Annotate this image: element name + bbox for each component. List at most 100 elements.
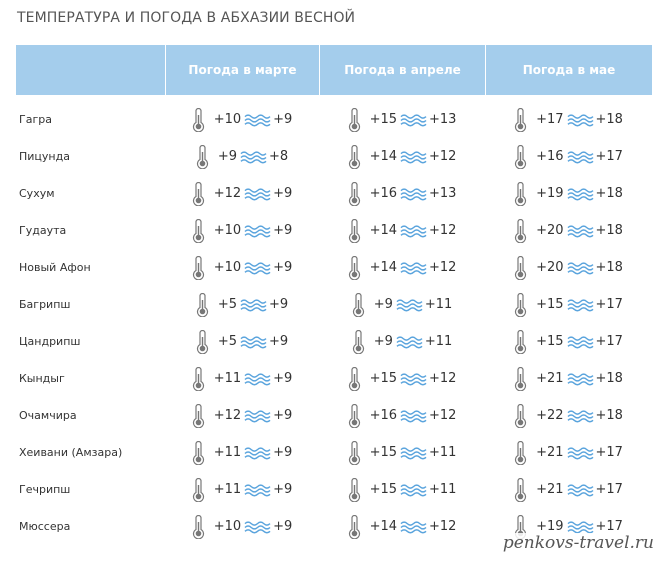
thermometer-icon xyxy=(348,107,361,132)
air-temperature: +12 xyxy=(213,408,242,423)
water-waves-icon xyxy=(244,261,271,275)
water-waves-icon xyxy=(400,113,427,127)
thermometer-icon xyxy=(348,181,361,206)
table-header: Погода в марте Погода в апреле Погода в … xyxy=(16,45,652,95)
sea-temperature: +9 xyxy=(273,112,293,127)
sea-temperature: +8 xyxy=(269,149,289,164)
thermometer-icon xyxy=(514,292,527,317)
air-temperature: +11 xyxy=(213,445,242,460)
air-temperature: +15 xyxy=(536,297,564,312)
sea-temperature: +9 xyxy=(273,445,293,460)
water-waves-icon xyxy=(244,483,271,497)
table-row: Хеивани (Амзара) +11 +9 +15 +11 +21 +17 xyxy=(16,434,652,471)
cell-may: +21 +17 xyxy=(485,477,652,502)
thermometer-icon xyxy=(348,255,361,280)
cell-march: +11 +9 xyxy=(165,366,319,391)
water-waves-icon xyxy=(566,150,594,164)
thermometer-icon xyxy=(514,181,527,206)
thermometer-icon xyxy=(192,181,205,206)
water-waves-icon xyxy=(400,187,427,201)
sea-temperature: +17 xyxy=(595,149,623,164)
city-name: Хеивани (Амзара) xyxy=(19,446,123,459)
water-waves-icon xyxy=(400,261,427,275)
water-waves-icon xyxy=(400,446,427,460)
thermometer-icon xyxy=(196,144,209,169)
sea-temperature: +11 xyxy=(424,334,453,349)
air-temperature: +21 xyxy=(536,482,564,497)
thermometer-icon xyxy=(514,477,527,502)
city-name: Сухум xyxy=(19,187,55,200)
water-waves-icon xyxy=(566,483,594,497)
air-temperature: +11 xyxy=(213,371,242,386)
cell-april: +15 +13 xyxy=(319,107,485,132)
cell-march: +10 +9 xyxy=(165,255,319,280)
air-temperature: +14 xyxy=(369,149,397,164)
header-city xyxy=(16,45,165,95)
city-name: Гудаута xyxy=(19,224,67,237)
table-row: Очамчира +12 +9 +16 +12 +22 +18 xyxy=(16,397,652,434)
sea-temperature: +9 xyxy=(273,408,293,423)
table-row: Новый Афон +10 +9 +14 +12 +20 +18 xyxy=(16,249,652,286)
air-temperature: +9 xyxy=(373,297,393,312)
water-waves-icon xyxy=(566,224,594,238)
water-waves-icon xyxy=(244,187,271,201)
air-temperature: +16 xyxy=(536,149,564,164)
table-row: Багрипш +5 +9 +9 +11 +15 +17 xyxy=(16,286,652,323)
air-temperature: +11 xyxy=(213,482,242,497)
cell-april: +15 +12 xyxy=(319,366,485,391)
thermometer-icon xyxy=(192,218,205,243)
cell-may: +20 +18 xyxy=(485,255,652,280)
cell-march: +10 +9 xyxy=(165,514,319,539)
city-name: Пицунда xyxy=(19,150,70,163)
cell-april: +15 +11 xyxy=(319,477,485,502)
thermometer-icon xyxy=(348,440,361,465)
cell-april: +14 +12 xyxy=(319,255,485,280)
air-temperature: +20 xyxy=(536,260,564,275)
thermometer-icon xyxy=(192,255,205,280)
cell-april: +14 +12 xyxy=(319,218,485,243)
sea-temperature: +17 xyxy=(595,519,623,534)
cell-may: +22 +18 xyxy=(485,403,652,428)
sea-temperature: +13 xyxy=(429,186,457,201)
table-row: Кындыг +11 +9 +15 +12 +21 +18 xyxy=(16,360,652,397)
cell-march: +9 +8 xyxy=(165,144,319,169)
cell-may: +19 +18 xyxy=(485,181,652,206)
thermometer-icon xyxy=(352,292,365,317)
air-temperature: +14 xyxy=(369,519,397,534)
table-row: Мюссера +10 +9 +14 +12 +19 +17 xyxy=(16,508,652,545)
thermometer-icon xyxy=(196,329,209,354)
sea-temperature: +17 xyxy=(595,482,623,497)
air-temperature: +17 xyxy=(536,112,564,127)
water-waves-icon xyxy=(240,298,267,312)
cell-april: +14 +12 xyxy=(319,514,485,539)
cell-may: +21 +17 xyxy=(485,440,652,465)
air-temperature: +21 xyxy=(536,371,564,386)
cell-april: +16 +13 xyxy=(319,181,485,206)
sea-temperature: +12 xyxy=(429,408,457,423)
header-may: Погода в мае xyxy=(485,45,652,95)
cell-may: +20 +18 xyxy=(485,218,652,243)
thermometer-icon xyxy=(514,107,527,132)
water-waves-icon xyxy=(566,261,594,275)
water-waves-icon xyxy=(566,113,594,127)
table-row: Сухум +12 +9 +16 +13 +19 +18 xyxy=(16,175,652,212)
water-waves-icon xyxy=(240,150,267,164)
sea-temperature: +11 xyxy=(429,482,457,497)
thermometer-icon xyxy=(514,218,527,243)
city-name: Гечрипш xyxy=(19,483,71,496)
thermometer-icon xyxy=(348,366,361,391)
water-waves-icon xyxy=(566,520,594,534)
table-row: Цандрипш +5 +9 +9 +11 +15 +17 xyxy=(16,323,652,360)
city-name: Багрипш xyxy=(19,298,71,311)
water-waves-icon xyxy=(244,113,271,127)
thermometer-icon xyxy=(514,144,527,169)
water-waves-icon xyxy=(244,224,271,238)
water-waves-icon xyxy=(400,409,427,423)
water-waves-icon xyxy=(400,372,427,386)
air-temperature: +20 xyxy=(536,223,564,238)
thermometer-icon xyxy=(348,144,361,169)
cell-april: +15 +11 xyxy=(319,440,485,465)
cell-may: +16 +17 xyxy=(485,144,652,169)
air-temperature: +10 xyxy=(213,519,242,534)
cell-april: +14 +12 xyxy=(319,144,485,169)
